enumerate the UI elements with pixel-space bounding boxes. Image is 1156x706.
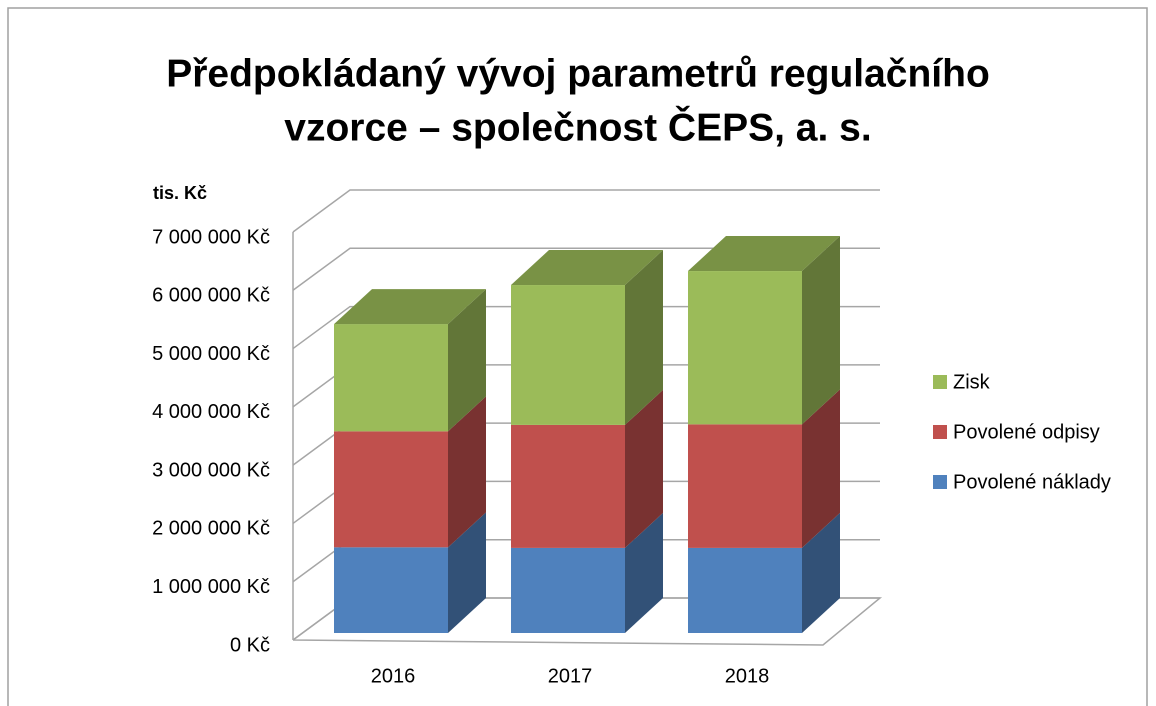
y-tick-label: 6 000 000 Kč: [152, 285, 270, 307]
bar: [334, 324, 448, 432]
grid-line: [292, 189, 880, 233]
bar: [688, 547, 802, 633]
bar: [511, 285, 625, 425]
legend-label: Povolené odpisy: [953, 421, 1100, 443]
legend-label: Povolené náklady: [953, 471, 1111, 493]
bar-top: [334, 289, 486, 325]
legend-swatch: [933, 425, 947, 439]
y-tick-label: 7 000 000 Kč: [152, 226, 270, 248]
bar: [688, 424, 802, 548]
y-axis-label: tis. Kč: [153, 183, 207, 203]
bar-top: [688, 236, 840, 272]
bar-side: [625, 389, 663, 548]
bar: [688, 271, 802, 425]
legend-swatch: [933, 375, 947, 389]
x-tick-label: 2018: [725, 665, 770, 687]
y-tick-label: 5 000 000 Kč: [152, 343, 270, 365]
chart-title: vzorce – společnost ČEPS, a. s.: [284, 104, 871, 149]
bar-side: [802, 236, 840, 425]
bar: [511, 424, 625, 548]
bar-top: [511, 250, 663, 286]
bar-side: [448, 289, 486, 432]
legend-label: Zisk: [953, 371, 991, 393]
bar: [334, 547, 448, 633]
bar-side: [802, 389, 840, 548]
x-tick-label: 2016: [371, 665, 416, 687]
y-tick-label: 2 000 000 Kč: [152, 518, 270, 540]
y-tick-label: 0 Kč: [230, 634, 270, 656]
legend-swatch: [933, 475, 947, 489]
y-tick-label: 4 000 000 Kč: [152, 401, 270, 423]
y-tick-label: 3 000 000 Kč: [152, 459, 270, 481]
bar-side: [802, 512, 840, 633]
grid-line: [292, 247, 880, 291]
bar-side: [625, 512, 663, 633]
bar: [511, 547, 625, 633]
bar-side: [625, 250, 663, 425]
bar: [334, 431, 448, 548]
bar-side: [448, 512, 486, 633]
y-tick-label: 1 000 000 Kč: [152, 576, 270, 598]
bar-side: [448, 396, 486, 548]
chart-title: Předpokládaný vývoj parametrů regulačníh…: [166, 52, 990, 95]
x-tick-label: 2017: [548, 665, 593, 687]
frame: [7, 7, 1148, 706]
